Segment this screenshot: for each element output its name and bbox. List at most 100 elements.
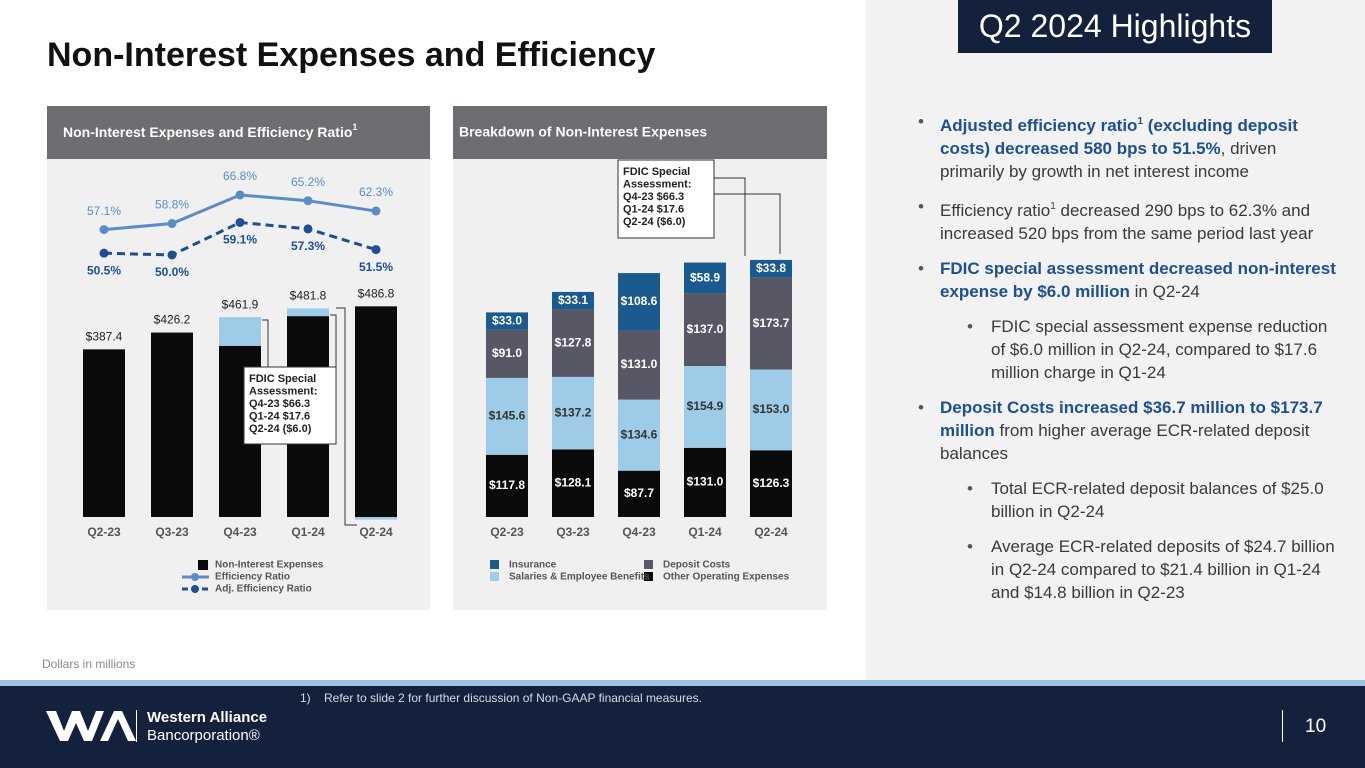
note: Dollars in millions xyxy=(42,657,136,671)
bar xyxy=(151,332,193,517)
legend-label: Salaries & Employee Benefits xyxy=(509,572,650,583)
legend-label: Adj. Efficiency Ratio xyxy=(215,584,312,595)
fdic-segment xyxy=(219,317,261,346)
data-label: $131.0 xyxy=(687,475,724,489)
data-label: 58.8% xyxy=(155,198,189,212)
data-label: 62.3% xyxy=(359,185,393,199)
bullet-text: 1 xyxy=(1050,201,1056,212)
legend-swatch xyxy=(644,572,653,581)
bar-segment xyxy=(618,273,660,331)
legend-label: Non-Interest Expenses xyxy=(215,560,324,571)
data-label: $137.2 xyxy=(555,405,592,419)
annotation-text: Q1-24 $17.6 xyxy=(249,410,310,422)
legend-label: Insurance xyxy=(509,560,557,571)
bar-segment xyxy=(618,399,660,471)
x-tick-label: Q1-24 xyxy=(688,525,722,539)
data-label: $173.7 xyxy=(753,316,790,330)
data-label: $91.0 xyxy=(492,346,522,360)
bullet-text: FDIC special assessment decreased non-in… xyxy=(940,259,1336,301)
x-tick-label: Q4-23 xyxy=(223,525,257,539)
point xyxy=(235,217,245,227)
annotation-box xyxy=(243,366,337,445)
bullet: FDIC special assessment decreased non-in… xyxy=(918,257,1345,303)
data-label: 57.3% xyxy=(291,239,325,253)
bullet-text: Average ECR-related deposits of $24.7 bi… xyxy=(991,537,1335,602)
x-tick-label: Q2-24 xyxy=(359,525,393,539)
legend-label: Deposit Costs xyxy=(663,560,731,571)
x-tick-label: Q3-23 xyxy=(155,525,189,539)
footer xyxy=(0,686,1365,768)
footnote: 1) Refer to slide 2 for further discussi… xyxy=(300,691,702,705)
bar-segment xyxy=(750,277,792,370)
bullet: FDIC special assessment expense reductio… xyxy=(967,315,1345,384)
annotation-text: Q4-23 $66.3 xyxy=(623,191,684,203)
bar-segment xyxy=(552,291,594,310)
data-label: 59.1% xyxy=(223,233,257,247)
bullet-text: Deposit Costs increased $36.7 million to… xyxy=(940,398,1323,440)
legend-swatch xyxy=(490,560,499,569)
data-label: $145.6 xyxy=(489,409,526,423)
bar-segment xyxy=(618,470,660,517)
annotation-text: FDIC Special xyxy=(623,166,690,178)
point xyxy=(167,219,177,229)
data-label: $126.3 xyxy=(753,476,790,490)
data-label: $481.8 xyxy=(290,289,327,303)
footer-stripe xyxy=(0,680,1365,686)
x-tick-label: Q2-24 xyxy=(754,525,788,539)
data-label: $33.1 xyxy=(558,293,588,307)
data-label: $33.0 xyxy=(492,313,522,327)
x-tick-label: Q4-23 xyxy=(622,525,656,539)
bar-segment xyxy=(684,262,726,294)
x-tick-label: Q3-23 xyxy=(556,525,590,539)
legend-swatch xyxy=(191,585,199,593)
point xyxy=(167,250,177,260)
bar-segment xyxy=(486,312,528,330)
connector xyxy=(330,314,337,367)
point xyxy=(303,196,313,206)
logo-w xyxy=(46,711,104,741)
data-label: $461.9 xyxy=(222,297,259,311)
bar-segment xyxy=(750,259,792,278)
data-label: $117.8 xyxy=(489,478,525,492)
bullet-text: in Q2-24 xyxy=(1129,282,1200,301)
connector xyxy=(714,177,746,256)
bullet-text: , driven primarily by growth in net inte… xyxy=(940,139,1277,181)
bar xyxy=(83,349,125,517)
bullet-text: from higher average ECR-related deposit … xyxy=(940,421,1310,463)
data-label: $127.8 xyxy=(555,335,592,349)
annotation-text: Q2-24 ($6.0) xyxy=(249,423,312,435)
chart-header xyxy=(453,106,827,159)
annotation-text: FDIC Special xyxy=(249,373,316,385)
bullet-text: decreased 290 bps to 62.3% and increased… xyxy=(940,201,1314,243)
x-tick-label: Q1-24 xyxy=(291,525,325,539)
chart-title-sup: 1 xyxy=(352,122,357,132)
legend-swatch xyxy=(490,572,499,581)
bullet: Adjusted efficiency ratio1 (excluding de… xyxy=(918,110,1345,183)
fdic-segment xyxy=(355,517,397,520)
bar-segment xyxy=(750,369,792,451)
chart: Breakdown of Non-Interest Expenses Q2-23… xyxy=(453,106,827,610)
bar-segment xyxy=(684,293,726,367)
data-label: $153.0 xyxy=(753,402,790,416)
bullet-list: Adjusted efficiency ratio1 (excluding de… xyxy=(0,110,1365,616)
bullet: Average ECR-related deposits of $24.7 bi… xyxy=(967,535,1345,604)
bullet-text: (excluding deposit costs) decreased 580 … xyxy=(940,116,1298,158)
annotation-box xyxy=(617,159,715,239)
bullet-text: 1 xyxy=(1137,116,1143,127)
connector xyxy=(714,193,781,254)
page-divider xyxy=(1282,710,1283,742)
chart-title: Breakdown of Non-Interest Expenses xyxy=(459,124,707,140)
bullet: Total ECR-related deposit balances of $2… xyxy=(967,477,1345,523)
data-label: $426.2 xyxy=(154,313,191,327)
data-label: $154.9 xyxy=(687,399,724,413)
bullet-text: Adjusted efficiency ratio xyxy=(940,116,1138,135)
point xyxy=(235,190,245,200)
bar-segment xyxy=(618,330,660,400)
data-label: 50.0% xyxy=(155,265,189,279)
legend-swatch xyxy=(198,560,208,570)
logo-sub: Bancorporation® xyxy=(147,727,260,744)
logo-divider xyxy=(136,710,137,742)
bar-segment xyxy=(486,377,528,455)
bullet-text: Total ECR-related deposit balances of $2… xyxy=(991,479,1324,521)
